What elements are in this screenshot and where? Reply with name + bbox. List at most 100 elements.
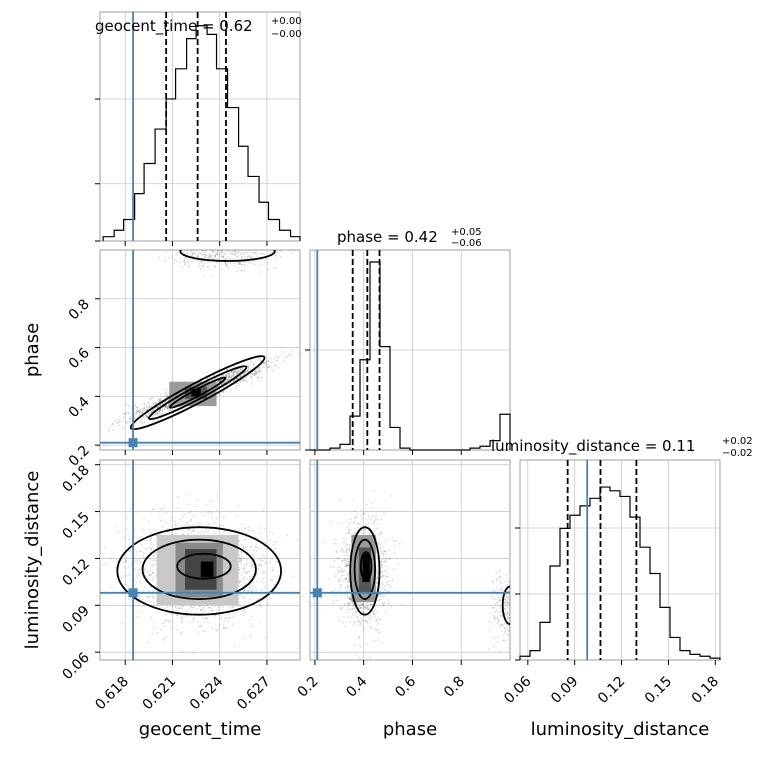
sample-point-lp-608 — [367, 608, 369, 610]
sample-point-lg-775 — [240, 563, 243, 565]
sample-point-lp-hi-23 — [502, 635, 505, 638]
sample-point-pg-1143 — [111, 422, 114, 425]
sample-point-pg-55 — [168, 409, 171, 412]
sample-point-lp-263 — [386, 581, 388, 584]
sample-point-lp-1025 — [353, 521, 356, 524]
sample-point-lp-189 — [343, 625, 346, 628]
sample-point-lg-209 — [178, 606, 181, 609]
sample-point-lp-hi-251 — [510, 616, 512, 618]
sample-point-lp-978 — [338, 579, 341, 582]
sample-point-pg-921 — [151, 414, 154, 417]
sample-point-pg-652 — [245, 376, 248, 379]
sample-point-lp-944 — [371, 506, 374, 509]
sample-point-lp-hi-255 — [499, 649, 502, 652]
sample-point-lg-100 — [242, 595, 245, 598]
sample-point-lg-1343 — [163, 639, 166, 641]
sample-point-lg-98 — [214, 628, 217, 631]
sample-point-lg-837 — [154, 563, 157, 565]
sample-point-lg-914 — [202, 608, 204, 611]
sample-point-lp-908 — [383, 561, 386, 564]
sample-point-lg-1110 — [138, 568, 141, 571]
sample-point-lp-806 — [336, 599, 338, 602]
sample-point-lp-147 — [348, 604, 351, 607]
sample-point-pg-498 — [232, 373, 235, 376]
sample-point-lp-546 — [366, 608, 369, 611]
sample-point-lg-1100 — [153, 563, 156, 566]
sample-point-lg-614 — [141, 543, 143, 546]
x-tick-label-ldh-0: 0.06 — [501, 673, 534, 706]
truth-layer — [100, 12, 589, 660]
sample-point-lg-160 — [91, 550, 93, 552]
sample-point-lp-hi-172 — [488, 620, 491, 623]
sample-point-lp-229 — [355, 610, 358, 613]
sample-point-pg-423 — [267, 360, 270, 363]
sample-point-lp-322 — [323, 541, 326, 544]
sample-point-lg-1165 — [223, 620, 226, 622]
sample-point-pg-hi-313 — [204, 253, 206, 256]
sample-point-lg-1505 — [249, 561, 252, 564]
sample-point-lg-143 — [242, 546, 245, 549]
sample-point-lg-413 — [252, 585, 255, 588]
sample-point-lp-741 — [351, 613, 354, 616]
sample-point-lp-230 — [384, 550, 387, 553]
sample-point-pg-1268 — [141, 411, 144, 413]
sample-point-pg-hi-144 — [234, 250, 237, 253]
sample-point-lp-857 — [362, 625, 365, 628]
sample-point-lp-hi-37 — [507, 597, 510, 600]
sample-point-lp-450 — [390, 494, 392, 497]
sample-point-lp-971 — [382, 554, 385, 557]
sample-point-lg-4 — [200, 512, 203, 514]
sample-point-lp-hi-13 — [511, 633, 513, 635]
sample-point-lg-1605 — [210, 609, 213, 612]
sample-point-lp-1051 — [353, 622, 356, 625]
sample-point-pg-hi-145 — [187, 261, 190, 264]
sample-point-lp-hi-210 — [500, 609, 503, 612]
sample-point-pg-151 — [167, 407, 169, 410]
sample-point-lg-1314 — [250, 565, 253, 568]
sample-point-pg-hi-235 — [224, 262, 227, 265]
sample-point-lg-777 — [239, 568, 241, 571]
sample-point-pg-hi-104 — [224, 264, 227, 267]
sample-point-pg-hi-41 — [233, 265, 236, 267]
sample-point-lg-505 — [187, 503, 190, 506]
sample-point-pg-289 — [158, 399, 161, 402]
sample-point-lg-1540 — [153, 575, 156, 578]
sample-point-pg-hi-63 — [233, 253, 236, 256]
sample-point-lg-645 — [221, 606, 224, 608]
sample-point-lp-142 — [366, 642, 369, 645]
sample-point-pg-hi-5 — [271, 251, 274, 254]
sample-point-lp-314 — [372, 612, 375, 615]
sample-point-lg-107 — [237, 505, 240, 507]
sample-point-pg-559 — [158, 410, 160, 413]
sample-point-pg-hi-157 — [244, 247, 246, 249]
sample-point-lg-1596 — [180, 621, 183, 623]
sample-point-pg-148 — [118, 418, 121, 421]
sample-point-pg-712 — [112, 428, 115, 431]
sample-point-pg-949 — [257, 370, 260, 373]
sample-point-pg-hi-211 — [251, 246, 253, 248]
sample-point-lg-818 — [247, 590, 249, 592]
sample-point-lg-656 — [144, 586, 146, 589]
sample-point-pg-948 — [159, 412, 161, 414]
sample-point-lp-927 — [385, 575, 388, 578]
sample-point-lg-1160 — [259, 603, 262, 606]
sample-point-pg-hi-261 — [257, 241, 259, 243]
sample-point-lp-609 — [381, 571, 384, 573]
sample-point-lp-hi-202 — [515, 597, 517, 599]
sample-point-pg-427 — [140, 412, 143, 414]
sample-point-lg-145 — [262, 582, 265, 585]
sample-point-lp-717 — [360, 624, 362, 626]
sample-point-lp-881 — [348, 547, 350, 550]
sample-point-lg-193 — [141, 598, 144, 601]
sample-point-lp-hi-177 — [508, 646, 510, 649]
sample-point-lg-235 — [192, 530, 195, 532]
sample-point-lp-141 — [383, 570, 386, 573]
sample-point-lp-hi-32 — [512, 616, 514, 618]
sample-point-pg-hi-134 — [217, 250, 219, 252]
sample-point-lg-246 — [238, 555, 241, 558]
sample-point-pg-1060 — [135, 407, 137, 409]
sample-point-pg-hi-346 — [191, 252, 194, 255]
sample-point-pg-hi-283 — [204, 253, 207, 256]
quantile-layer — [165, 12, 638, 660]
